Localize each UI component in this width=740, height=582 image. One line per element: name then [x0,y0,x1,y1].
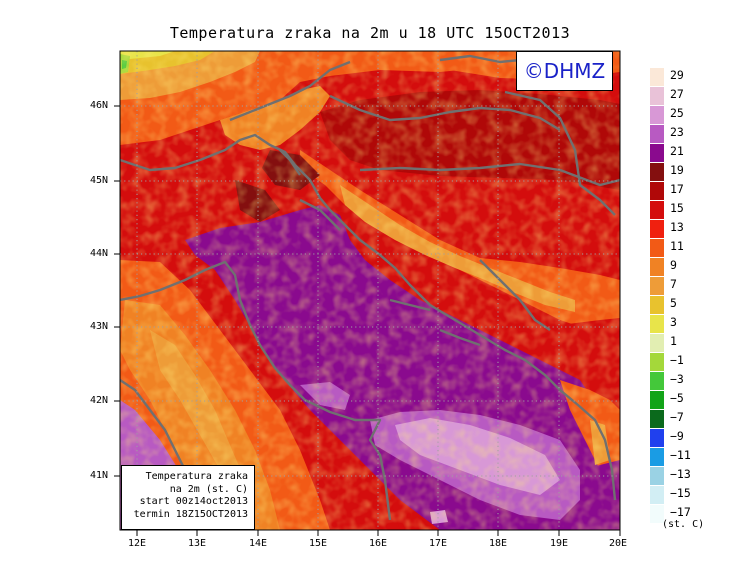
legend-swatch [650,125,664,143]
legend-label: 5 [670,296,677,310]
legend-label: −9 [670,429,684,443]
lon-label-16e: 16E [368,538,388,549]
lat-label-46n: 46N [90,100,109,111]
legend-label: −5 [670,391,684,405]
legend-swatch [650,106,664,124]
info-line-variable: Temperatura zraka [145,471,248,482]
legend-label: 19 [670,163,684,177]
lat-label-45n: 45N [90,175,109,186]
legend-swatch [650,258,664,276]
info-line-start: start 00z14oct2013 [139,496,248,507]
legend-label: 27 [670,87,684,101]
legend-swatch [650,353,664,371]
map-title: Temperatura zraka na 2m u 18 UTC 15OCT20… [169,24,571,42]
legend-label: −11 [670,448,691,462]
legend-swatch [650,486,664,504]
legend-swatch [650,182,664,200]
info-line-units: na 2m (st. C) [169,483,248,495]
legend-swatch [650,144,664,162]
legend-label: 1 [670,334,677,348]
legend-label: −17 [670,505,691,519]
lon-label-12e: 12E [127,538,147,549]
temperature-field [120,51,620,530]
legend-units: (st. C) [662,519,705,530]
legend-label: 13 [670,220,684,234]
legend-swatch [650,277,664,295]
legend-label: −7 [670,410,684,424]
lat-label-43n: 43N [90,321,109,332]
legend-label: 15 [670,201,684,215]
info-line-valid-time: termin 18Z15OCT2013 [133,508,248,520]
legend-swatch [650,220,664,238]
lon-label-19e: 19E [549,538,569,549]
lon-label-15e: 15E [308,538,328,549]
legend-swatch [650,87,664,105]
legend-swatch [650,239,664,257]
legend-label: 25 [670,106,684,120]
dhmz-logo: ©DHMZ [516,51,613,91]
lon-label-14e: 14E [248,538,268,549]
legend-swatch [650,372,664,390]
legend-label: 17 [670,182,684,196]
lat-label-41n: 41N [90,470,109,481]
legend-label: 29 [670,68,684,82]
legend-label: 23 [670,125,684,139]
map-frame [119,50,621,531]
legend-label: 3 [670,315,677,329]
legend-label: −1 [670,353,684,367]
legend-swatch [650,163,664,181]
legend-swatch [650,296,664,314]
legend-swatch [650,315,664,333]
legend-swatch [650,334,664,352]
legend-swatch [650,68,664,86]
legend-label: 21 [670,144,684,158]
lat-label-42n: 42N [90,395,109,406]
lon-label-17e: 17E [428,538,448,549]
legend-label: −3 [670,372,684,386]
lon-label-13e: 13E [187,538,207,549]
graticule [120,51,620,530]
lon-label-20e: 20E [608,538,628,549]
info-box: Temperatura zraka na 2m (st. C) start 00… [121,465,255,530]
legend-swatch [650,391,664,409]
legend-label: 7 [670,277,677,291]
lon-label-18e: 18E [488,538,508,549]
legend-label: −13 [670,467,691,481]
legend-swatch [650,201,664,219]
legend-label: −15 [670,486,691,500]
legend-swatch [650,505,664,523]
legend-swatch [650,467,664,485]
legend-label: 9 [670,258,677,272]
legend-swatch [650,410,664,428]
lat-label-44n: 44N [90,248,109,259]
axis-ticks [114,105,621,536]
coastlines [120,54,620,521]
legend-swatch [650,448,664,466]
legend-swatch [650,429,664,447]
legend-label: 11 [670,239,684,253]
